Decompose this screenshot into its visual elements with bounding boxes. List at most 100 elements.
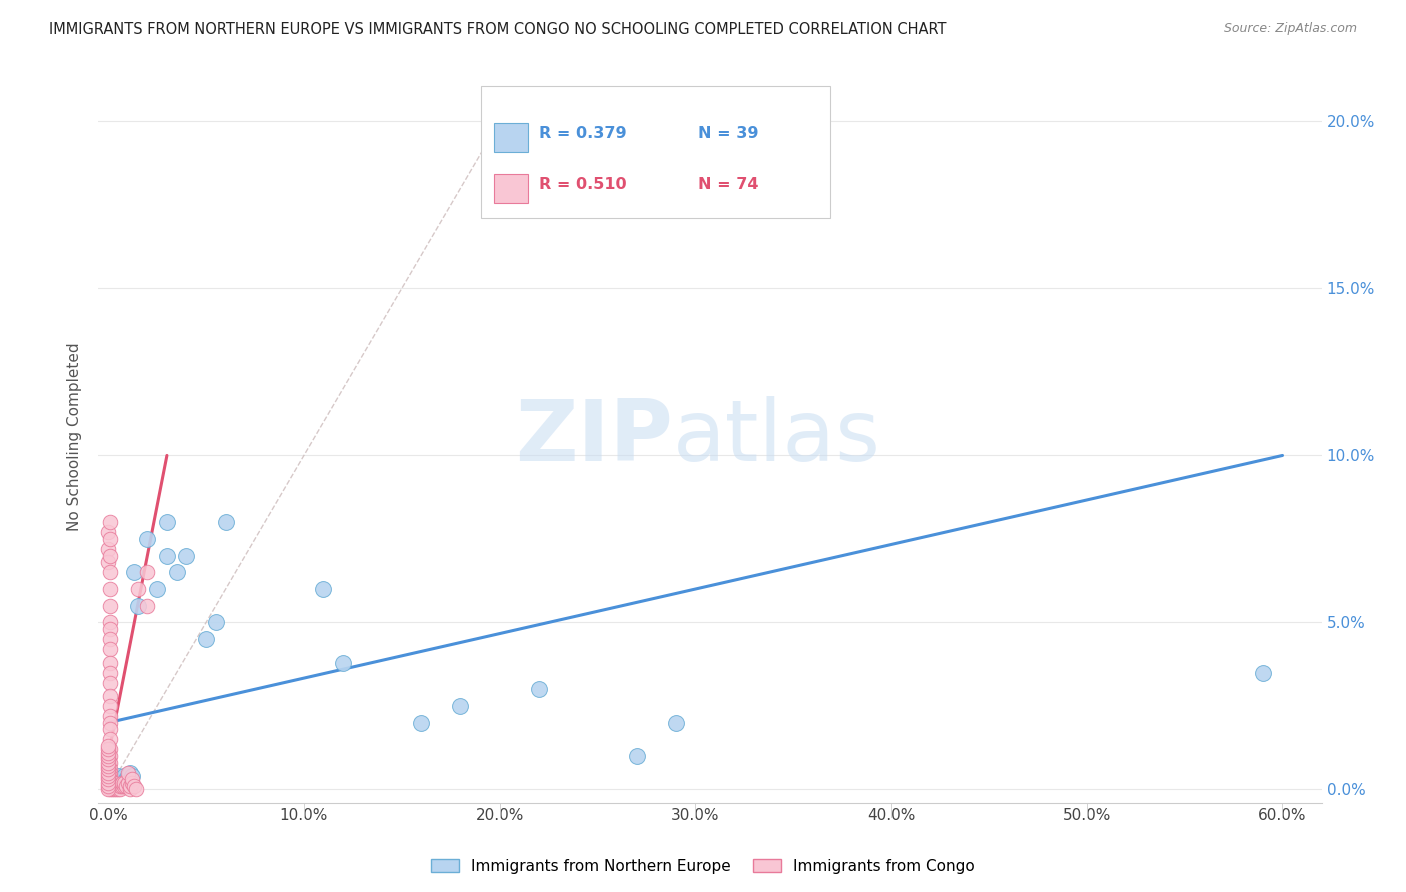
- Point: [117, 769, 139, 783]
- Point: [450, 698, 472, 713]
- Point: [97, 746, 120, 760]
- Point: [98, 776, 121, 790]
- Point: [97, 752, 120, 766]
- Point: [98, 709, 121, 723]
- Point: [156, 515, 179, 529]
- Point: [98, 782, 121, 797]
- Point: [626, 749, 648, 764]
- Text: N = 39: N = 39: [697, 126, 758, 141]
- Point: [103, 779, 125, 793]
- Point: [98, 675, 121, 690]
- Point: [98, 656, 121, 670]
- Point: [214, 515, 236, 529]
- Text: Source: ZipAtlas.com: Source: ZipAtlas.com: [1223, 22, 1357, 36]
- Point: [121, 776, 143, 790]
- Point: [101, 779, 124, 793]
- Point: [195, 632, 218, 647]
- Point: [98, 532, 121, 546]
- Point: [98, 779, 121, 793]
- Point: [98, 765, 121, 780]
- Point: [101, 782, 124, 797]
- Point: [98, 779, 121, 793]
- Point: [105, 772, 128, 787]
- Point: [101, 776, 124, 790]
- Point: [97, 763, 120, 777]
- Point: [98, 599, 121, 613]
- FancyBboxPatch shape: [481, 86, 830, 218]
- Point: [98, 642, 121, 657]
- Point: [97, 756, 120, 770]
- Point: [312, 582, 335, 596]
- Point: [122, 566, 145, 580]
- FancyBboxPatch shape: [494, 174, 527, 203]
- Point: [97, 525, 120, 540]
- Point: [108, 782, 131, 797]
- Point: [105, 782, 128, 797]
- Point: [97, 782, 120, 797]
- Point: [97, 779, 120, 793]
- Point: [98, 582, 121, 596]
- Point: [121, 772, 143, 787]
- Point: [98, 756, 121, 770]
- Point: [97, 541, 120, 556]
- Text: R = 0.379: R = 0.379: [538, 126, 627, 141]
- Point: [98, 763, 121, 777]
- Point: [107, 782, 129, 797]
- Point: [411, 715, 433, 730]
- Point: [111, 776, 134, 790]
- Point: [121, 769, 143, 783]
- Point: [127, 582, 149, 596]
- Point: [136, 532, 159, 546]
- Point: [332, 656, 354, 670]
- Point: [136, 599, 159, 613]
- Point: [98, 698, 121, 713]
- Point: [97, 749, 120, 764]
- Point: [146, 582, 169, 596]
- Point: [98, 742, 121, 756]
- Point: [97, 555, 120, 569]
- Point: [166, 566, 188, 580]
- Point: [98, 715, 121, 730]
- FancyBboxPatch shape: [494, 122, 527, 152]
- Point: [107, 769, 129, 783]
- Point: [117, 776, 139, 790]
- Y-axis label: No Schooling Completed: No Schooling Completed: [67, 343, 83, 532]
- Point: [98, 749, 121, 764]
- Point: [103, 779, 125, 793]
- Point: [98, 615, 121, 630]
- Point: [98, 515, 121, 529]
- Point: [114, 772, 136, 787]
- Point: [98, 622, 121, 636]
- Point: [108, 779, 131, 793]
- Point: [97, 772, 120, 787]
- Text: N = 74: N = 74: [697, 178, 758, 193]
- Point: [111, 772, 134, 787]
- Point: [103, 776, 125, 790]
- Point: [101, 776, 124, 790]
- Point: [118, 779, 141, 793]
- Point: [112, 769, 135, 783]
- Text: R = 0.510: R = 0.510: [538, 178, 627, 193]
- Point: [97, 765, 120, 780]
- Point: [107, 779, 129, 793]
- Text: ZIP: ZIP: [516, 395, 673, 479]
- Point: [108, 772, 131, 787]
- Point: [117, 765, 139, 780]
- Point: [112, 779, 135, 793]
- Text: atlas: atlas: [673, 395, 882, 479]
- Point: [112, 776, 135, 790]
- Point: [97, 769, 120, 783]
- Point: [114, 779, 136, 793]
- Point: [98, 632, 121, 647]
- Point: [118, 765, 141, 780]
- Point: [98, 689, 121, 703]
- Point: [111, 776, 134, 790]
- Point: [124, 782, 146, 797]
- Point: [665, 715, 688, 730]
- Point: [98, 723, 121, 737]
- Point: [98, 549, 121, 563]
- Point: [122, 779, 145, 793]
- Point: [118, 782, 141, 797]
- Point: [103, 776, 125, 790]
- Point: [527, 682, 550, 697]
